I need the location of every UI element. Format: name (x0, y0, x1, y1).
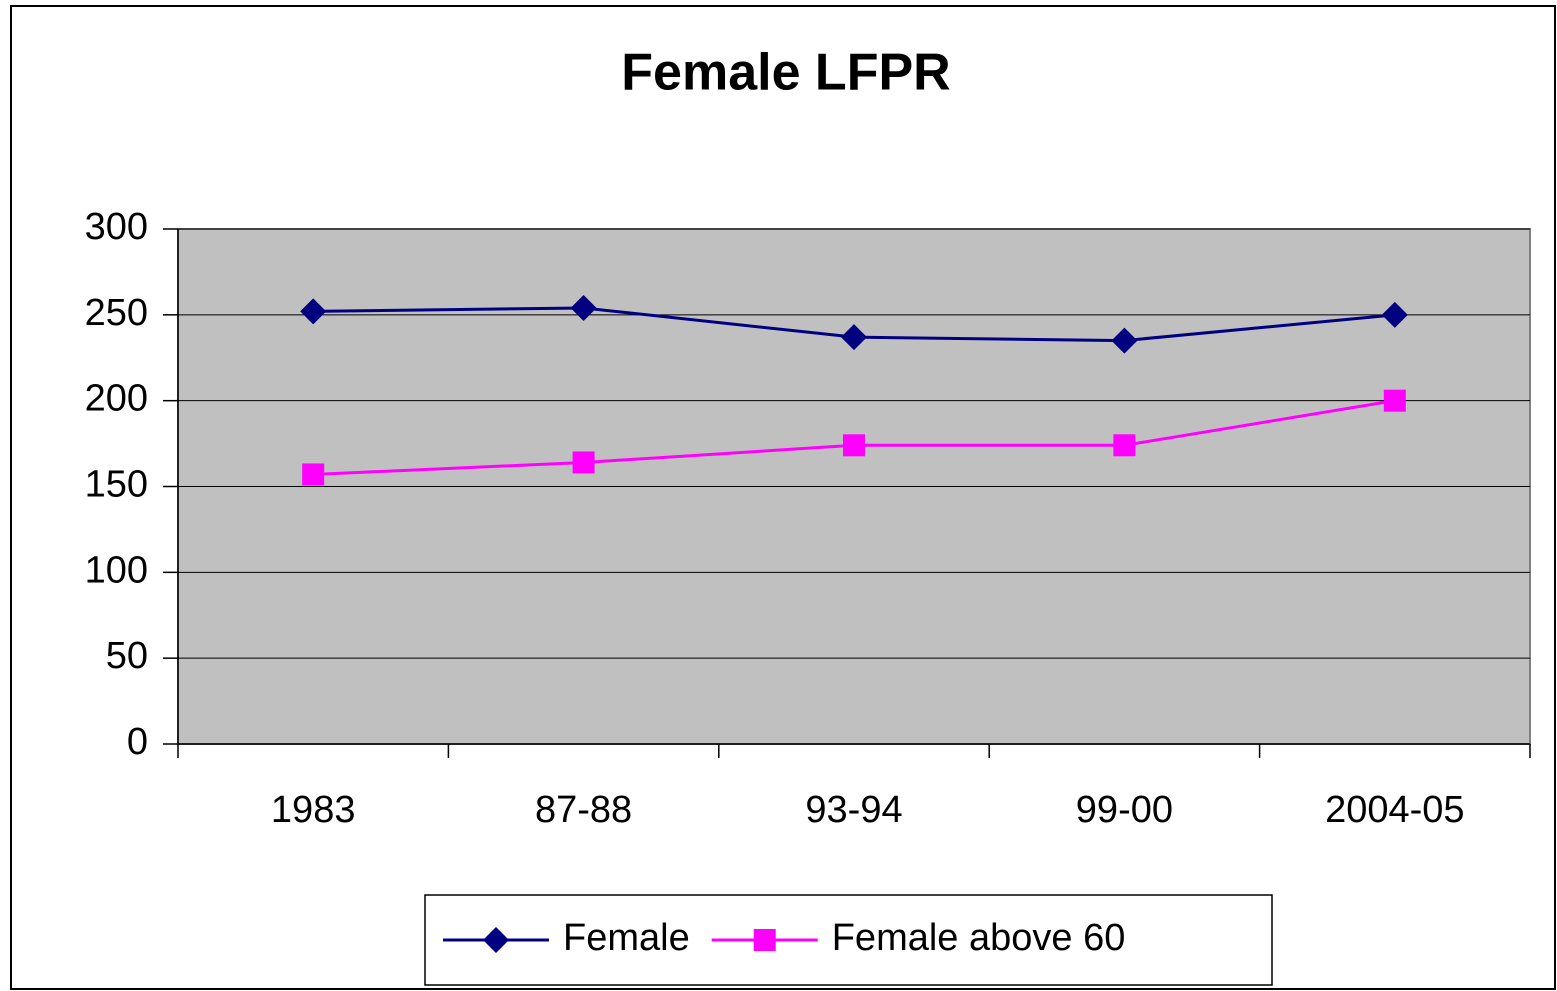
marker (572, 451, 595, 474)
x-tick-label: 99-00 (1076, 789, 1173, 831)
marker (300, 298, 327, 325)
y-tick-label: 150 (85, 464, 148, 506)
y-tick-label: 250 (85, 292, 148, 334)
legend-label: Female (563, 917, 690, 959)
marker (1113, 434, 1136, 457)
y-tick-label: 100 (85, 549, 148, 591)
marker (302, 463, 325, 486)
x-tick-label: 93-94 (805, 789, 902, 831)
y-tick-label: 50 (106, 635, 148, 677)
y-tick-label: 300 (85, 206, 148, 248)
marker (843, 434, 865, 457)
marker (570, 294, 597, 321)
marker (753, 929, 776, 951)
x-tick-label: 1983 (271, 789, 356, 831)
marker (1111, 327, 1138, 354)
x-tick-label: 87-88 (535, 789, 632, 831)
legend: Female Female above 60 (424, 894, 1273, 986)
marker (483, 927, 509, 953)
x-tick-label: 2004-05 (1325, 789, 1464, 831)
y-tick-label: 0 (127, 721, 148, 763)
legend-box (424, 894, 1273, 986)
chart-title: Female LFPR (621, 44, 950, 102)
y-tick-label: 200 (85, 378, 148, 420)
legend-label: Female above 60 (832, 917, 1126, 959)
marker (1381, 301, 1408, 328)
marker (841, 324, 867, 351)
marker (1383, 389, 1406, 412)
